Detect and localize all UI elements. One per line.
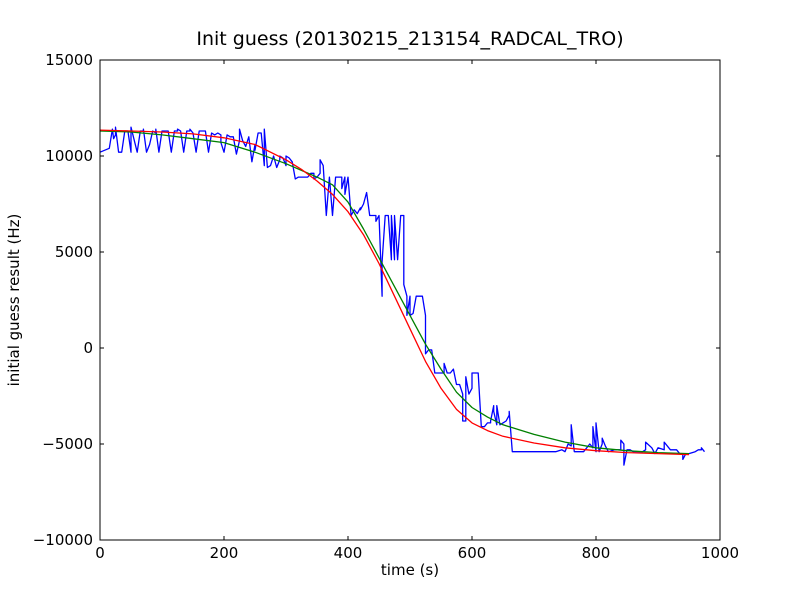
y-tick-label: 10000 [45,147,93,165]
y-tick-label: −10000 [33,531,93,549]
x-axis-label: time (s) [380,561,440,579]
tick-layer: 0 200 400 600 800 1000 −10000 −5000 0 5000 10000 15… [33,51,739,562]
series-line-2 [99,129,690,456]
y-tick-label: 15000 [45,51,93,69]
series-layer [99,126,706,466]
x-tick-label: 200 [210,544,239,562]
y-tick-label: −5000 [42,435,93,453]
x-tick-label: 400 [334,544,363,562]
series-line-0 [99,126,706,466]
x-tick-label: 800 [582,544,611,562]
axes-frame [99,59,721,541]
y-tick-label: 0 [83,339,93,357]
series-line-1 [99,130,690,455]
x-tick-label: 600 [458,544,487,562]
x-tick-label: 1000 [701,544,739,562]
y-axis-label: initial guess result (Hz) [5,213,23,387]
chart-title: Init guess (20130215_213154_RADCAL_TRO) [196,28,624,50]
x-tick-label: 0 [95,544,105,562]
y-tick-label: 5000 [55,243,93,261]
